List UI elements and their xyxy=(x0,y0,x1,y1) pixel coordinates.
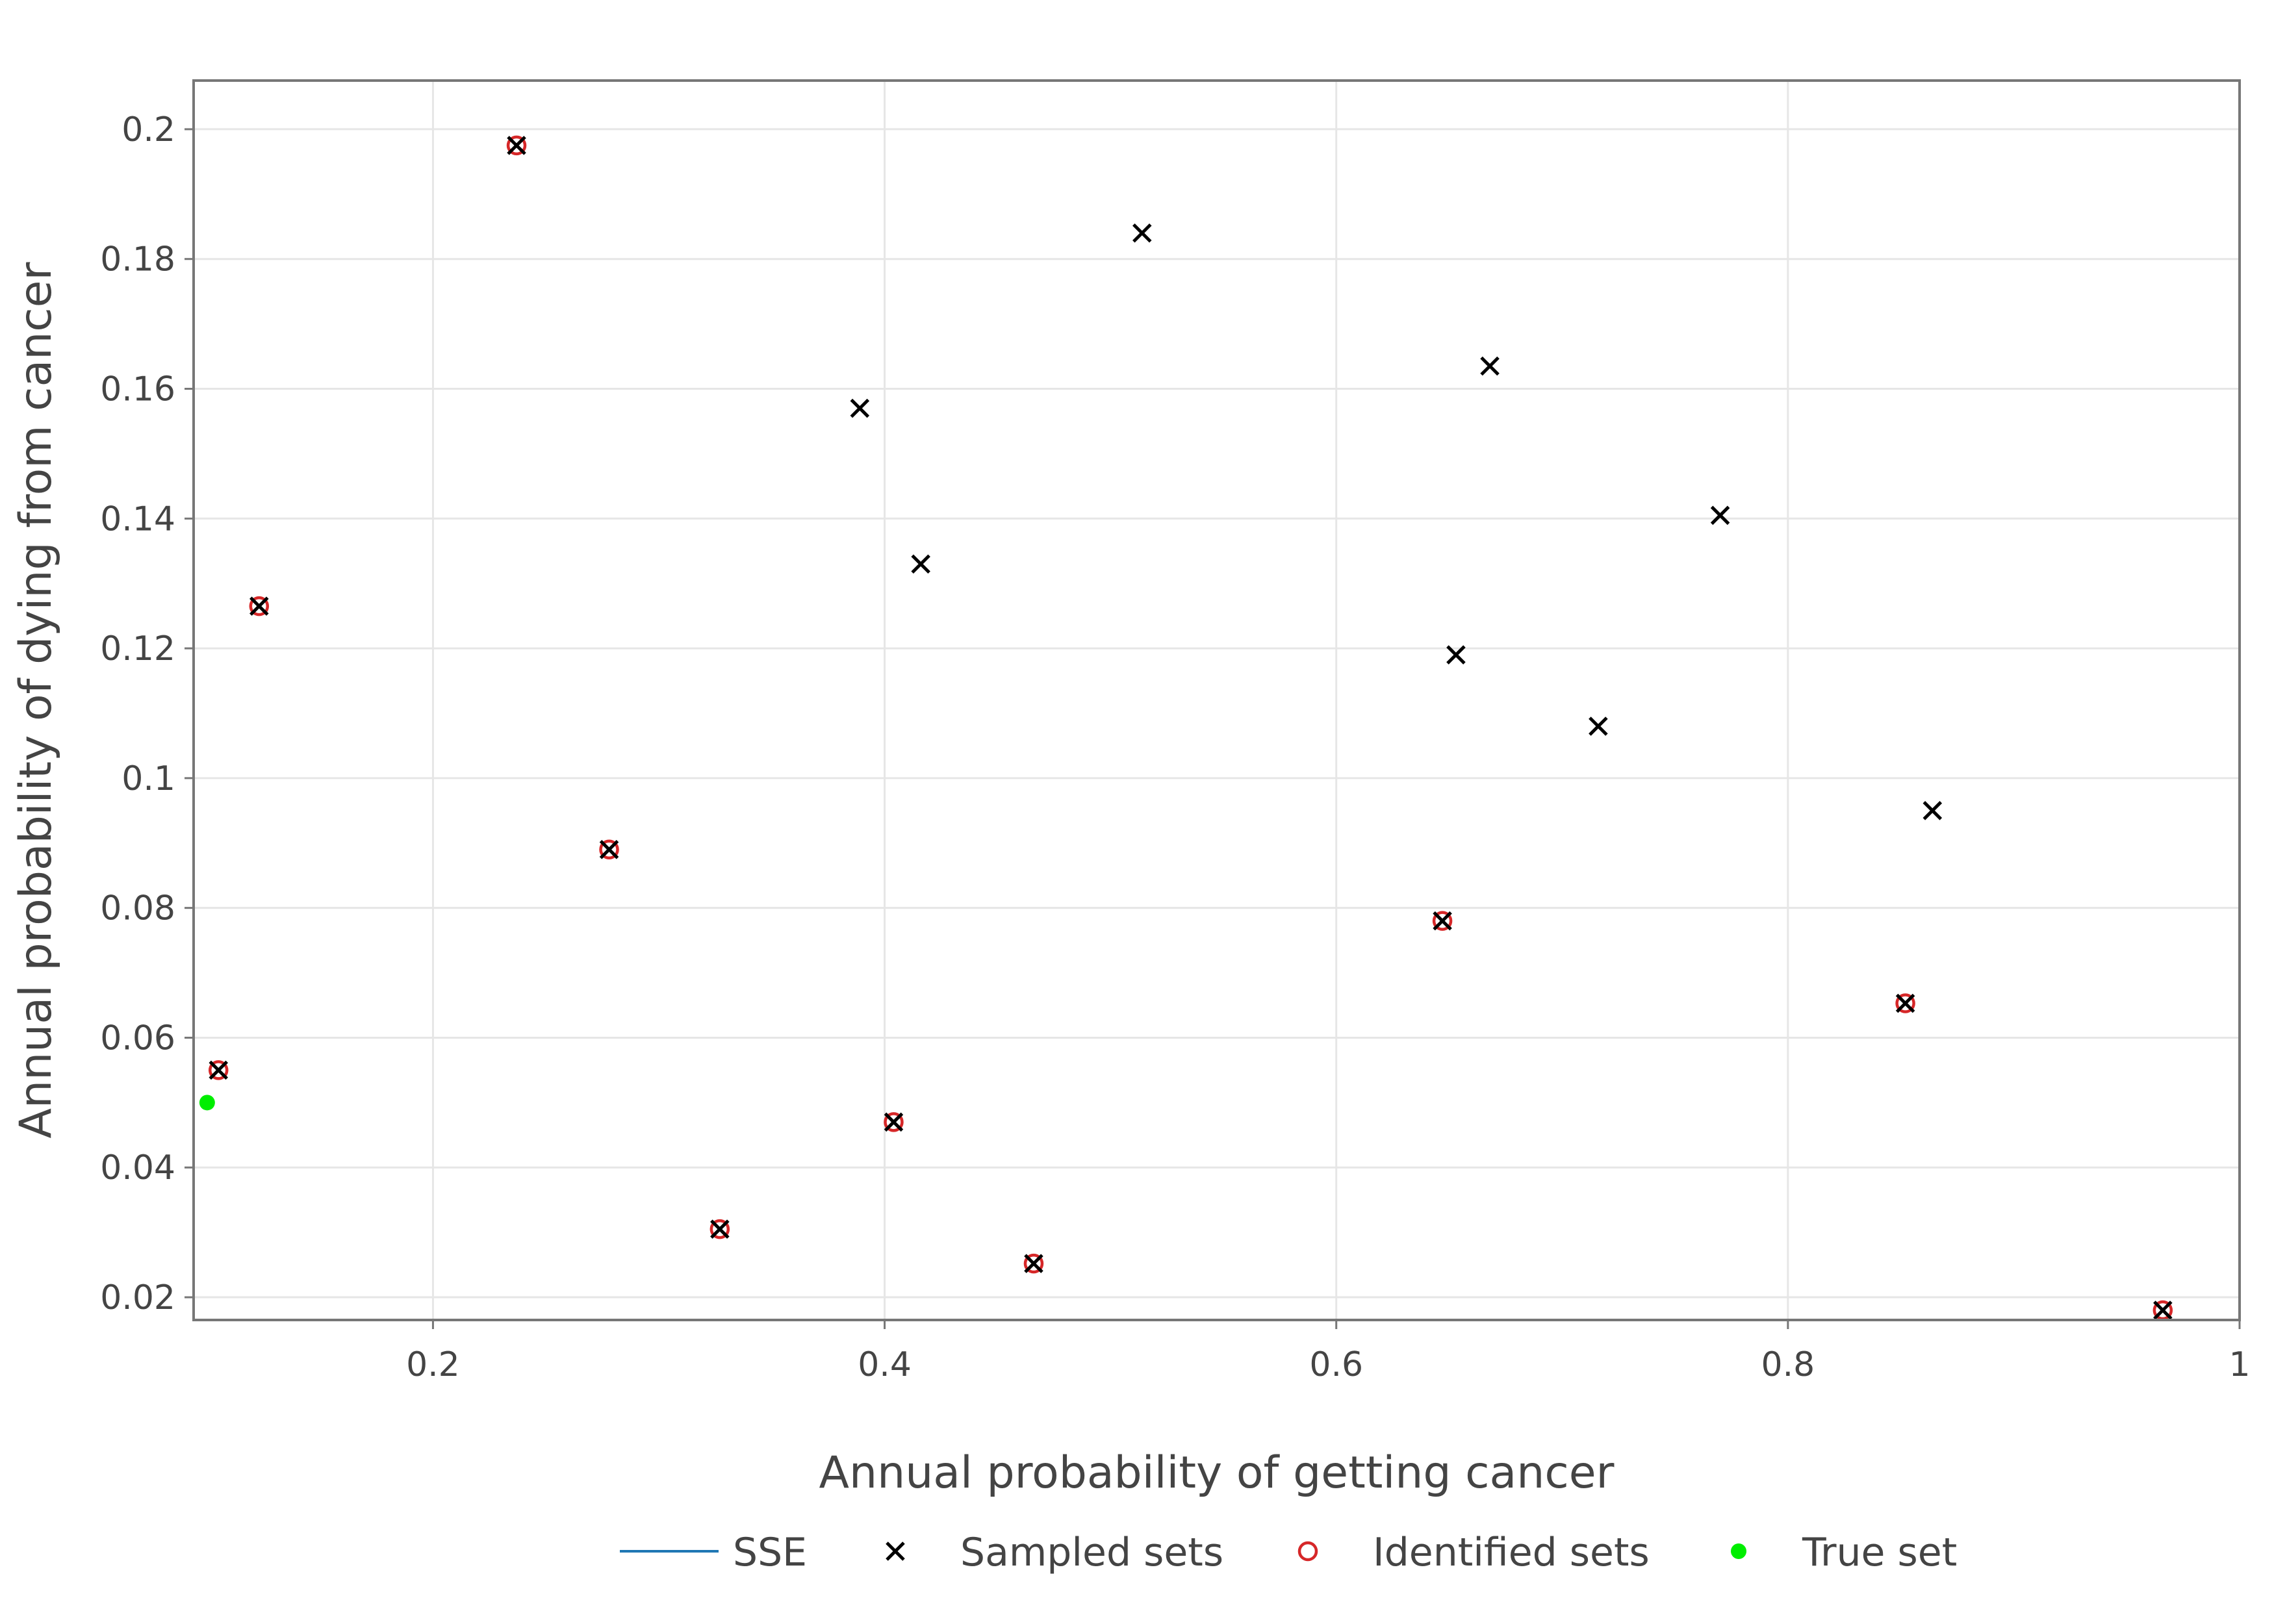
identified-set-point xyxy=(1432,911,1453,931)
x-tick-label: 1 xyxy=(2229,1345,2250,1384)
identified-set-point xyxy=(506,135,527,156)
y-tick-label: 0.04 xyxy=(100,1148,175,1187)
y-tick-label: 0.06 xyxy=(100,1019,175,1058)
y-tick-label: 0.16 xyxy=(100,370,175,409)
y-tick-label: 0.14 xyxy=(100,500,175,539)
y-axis-ticks: 0.02 0.04 0.06 0.08 0.1 0.12 0.14 0.16 0.18 0.2 xyxy=(100,110,194,1317)
sampled-set-point xyxy=(1923,801,1943,820)
sampled-set-point xyxy=(1895,993,1915,1013)
legend-label-sse: SSE xyxy=(733,1530,807,1575)
sampled-set-point xyxy=(850,398,870,418)
x-tick-label: 0.6 xyxy=(1309,1345,1363,1384)
identified-set-point xyxy=(1023,1253,1044,1274)
sampled-set-point xyxy=(911,554,930,574)
y-tick-label: 0.1 xyxy=(121,759,175,798)
identified-set-point xyxy=(249,596,270,616)
legend-symbol-sampled-sets xyxy=(886,1542,905,1561)
grid-lines xyxy=(194,81,2241,1320)
sampled-set-point xyxy=(249,596,269,616)
identified-set-point xyxy=(1895,993,1915,1013)
x-axis-ticks: 0.2 0.4 0.6 0.8 1 xyxy=(406,1320,2251,1384)
x-tick-label: 0.2 xyxy=(406,1345,460,1384)
sampled-set-point xyxy=(1433,911,1452,931)
y-tick-label: 0.12 xyxy=(100,629,175,668)
identified-set-point xyxy=(599,839,619,860)
sampled-set-point xyxy=(1589,717,1608,736)
sampled-set-point xyxy=(599,839,619,859)
legend-label-true-set: True set xyxy=(1802,1530,1957,1575)
sampled-set-point xyxy=(1024,1254,1043,1273)
legend: SSE Sampled sets Identified sets True set xyxy=(620,1530,1957,1575)
sampled-set-point xyxy=(710,1219,730,1239)
identified-set-point xyxy=(709,1219,730,1239)
x-tick-label: 0.8 xyxy=(1761,1345,1815,1384)
sampled-set-point xyxy=(209,1060,229,1080)
legend-symbol-true-set xyxy=(1731,1543,1746,1559)
x-tick-label: 0.4 xyxy=(858,1345,912,1384)
identified-set-point xyxy=(884,1112,904,1132)
sampled-set-point xyxy=(1480,356,1500,376)
sampled-set-point xyxy=(884,1112,904,1132)
x-axis-title: Annual probability of getting cancer xyxy=(819,1447,1615,1499)
sampled-set-point xyxy=(1446,645,1466,665)
y-tick-label: 0.2 xyxy=(121,110,175,149)
identified-set-point xyxy=(208,1060,229,1080)
true-set-point xyxy=(199,1095,215,1111)
y-axis-title: Annual probability of dying from cancer xyxy=(10,262,62,1138)
sampled-set-point xyxy=(1132,223,1152,243)
y-tick-label: 0.08 xyxy=(100,889,175,928)
legend-label-sampled-sets: Sampled sets xyxy=(960,1530,1223,1575)
legend-label-identified-sets: Identified sets xyxy=(1373,1530,1650,1575)
data-points xyxy=(199,135,2173,1321)
sampled-set-point xyxy=(1710,505,1730,526)
legend-symbol-identified-sets xyxy=(1297,1541,1318,1562)
sampled-set-point xyxy=(507,136,526,155)
y-tick-label: 0.18 xyxy=(100,240,175,279)
plot-frame xyxy=(192,79,2241,1321)
y-tick-label: 0.02 xyxy=(100,1278,175,1317)
sampled-set-point xyxy=(2153,1300,2173,1320)
